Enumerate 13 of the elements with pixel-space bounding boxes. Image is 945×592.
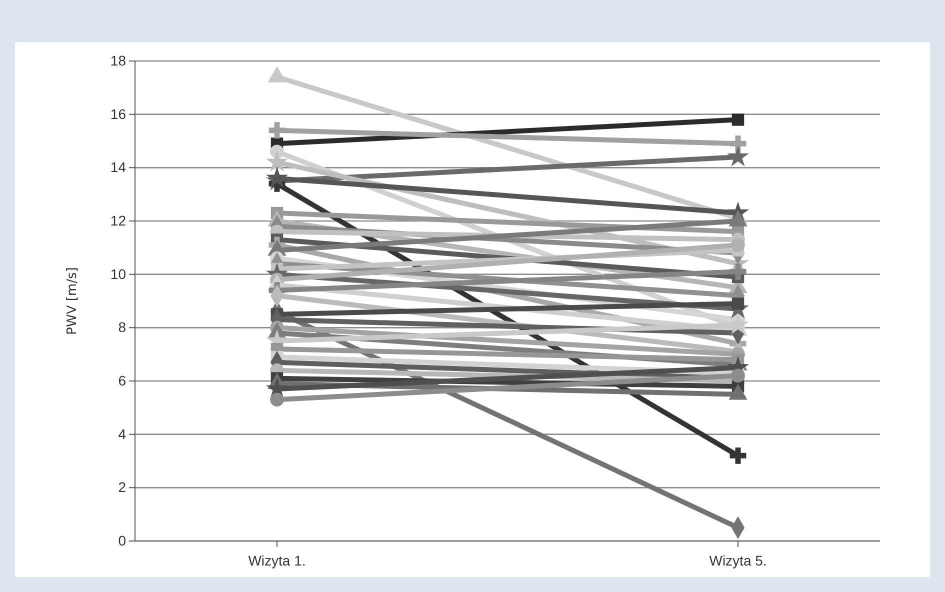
y-tick-label: 2 [118,479,126,496]
y-tick-label: 12 [110,212,126,228]
y-tick-label: 14 [110,159,126,176]
y-tick-label: 16 [110,106,126,122]
x-tick-label: Wizyta 1. [248,552,306,568]
y-tick-label: 6 [118,372,126,388]
y-tick-label: 8 [118,319,126,336]
y-tick-label: 18 [110,52,126,68]
y-tick-label: 0 [118,532,126,548]
y-axis-title: PWV [m/s] [65,267,80,335]
x-tick-label: Wizyta 5. [709,552,767,568]
y-tick-label: 4 [118,426,126,442]
y-tick-label: 10 [110,266,126,282]
